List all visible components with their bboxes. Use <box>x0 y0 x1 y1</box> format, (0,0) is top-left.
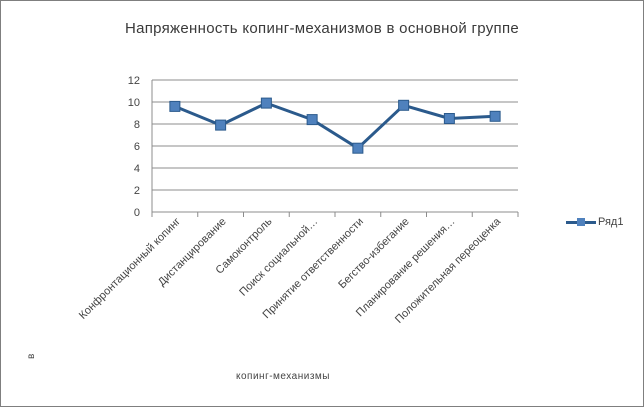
y-tick-label: 6 <box>134 141 140 153</box>
legend-label: Ряд1 <box>598 216 624 228</box>
legend: Ряд1 <box>566 216 623 228</box>
y-tick-label: 2 <box>134 185 140 197</box>
y-tick-label: 0 <box>134 207 140 219</box>
series-line <box>174 101 496 150</box>
y-axis-label: в <box>26 353 37 359</box>
data-point <box>215 119 227 131</box>
data-point <box>260 97 272 109</box>
data-point <box>398 99 410 111</box>
data-point <box>306 114 318 126</box>
data-point <box>352 142 364 154</box>
y-tick-label: 4 <box>134 163 140 175</box>
x-axis-label: копинг-механизмы <box>236 371 330 382</box>
y-tick-label: 10 <box>128 97 140 109</box>
data-point <box>169 100 181 112</box>
data-point <box>489 110 501 122</box>
chart-title: Напряженность копинг-механизмов в основн… <box>124 20 520 37</box>
legend-swatch <box>566 217 596 227</box>
x-tick-label: Поиск социальной… <box>237 216 320 299</box>
data-point <box>443 113 455 124</box>
y-tick-label: 12 <box>128 75 140 87</box>
y-tick-label: 8 <box>134 119 140 131</box>
